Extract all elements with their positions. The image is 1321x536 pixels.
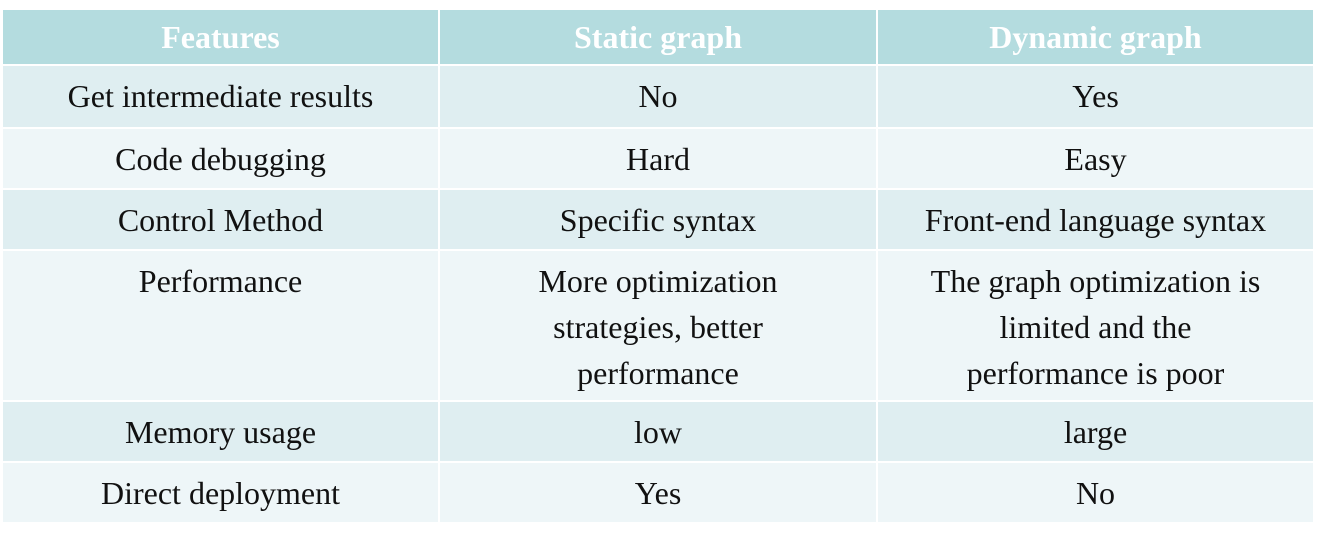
table-cell: More optimization strategies, better perfo…: [440, 251, 876, 400]
header-cell: Static graph: [440, 10, 876, 64]
table-cell: No: [440, 66, 876, 127]
table-cell: low: [440, 402, 876, 461]
cell-line: More optimization: [538, 263, 778, 299]
comparison-table: Features Static graph Dynamic graph Get int…: [3, 10, 1313, 522]
header-cell: Dynamic graph: [878, 10, 1313, 64]
table-cell: The graph optimization is limited and the…: [878, 251, 1313, 400]
table-cell: Direct deployment: [3, 463, 438, 522]
header-cell: Features: [3, 10, 438, 64]
table-cell: Yes: [878, 66, 1313, 127]
cell-line: The graph optimization is: [930, 263, 1261, 299]
table-cell: large: [878, 402, 1313, 461]
table-cell: Get intermediate results: [3, 66, 438, 127]
cell-line: strategies, better: [553, 309, 763, 345]
table-cell: Control Method: [3, 190, 438, 249]
table-cell: Hard: [440, 129, 876, 188]
cell-line: limited and the: [999, 309, 1192, 345]
table-cell: Performance: [3, 251, 438, 400]
cell-line: performance is poor: [966, 355, 1225, 391]
table-cell: Code debugging: [3, 129, 438, 188]
table-cell: Memory usage: [3, 402, 438, 461]
table-cell: Yes: [440, 463, 876, 522]
table-cell: Specific syntax: [440, 190, 876, 249]
table-cell: Front-end language syntax: [878, 190, 1313, 249]
table-cell: Easy: [878, 129, 1313, 188]
cell-line: performance: [577, 355, 739, 391]
table-cell: No: [878, 463, 1313, 522]
